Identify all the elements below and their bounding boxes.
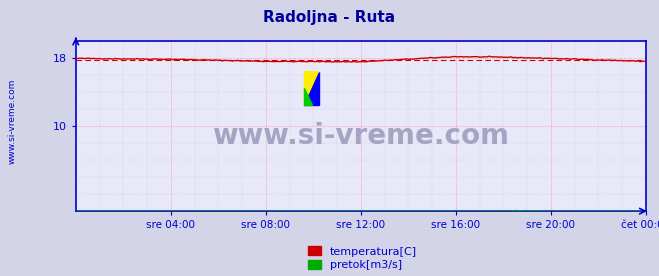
Legend: temperatura[C], pretok[m3/s]: temperatura[C], pretok[m3/s] xyxy=(308,246,417,270)
Text: www.si-vreme.com: www.si-vreme.com xyxy=(8,79,17,164)
Text: www.si-vreme.com: www.si-vreme.com xyxy=(212,123,509,150)
Text: Radoljna - Ruta: Radoljna - Ruta xyxy=(264,10,395,25)
